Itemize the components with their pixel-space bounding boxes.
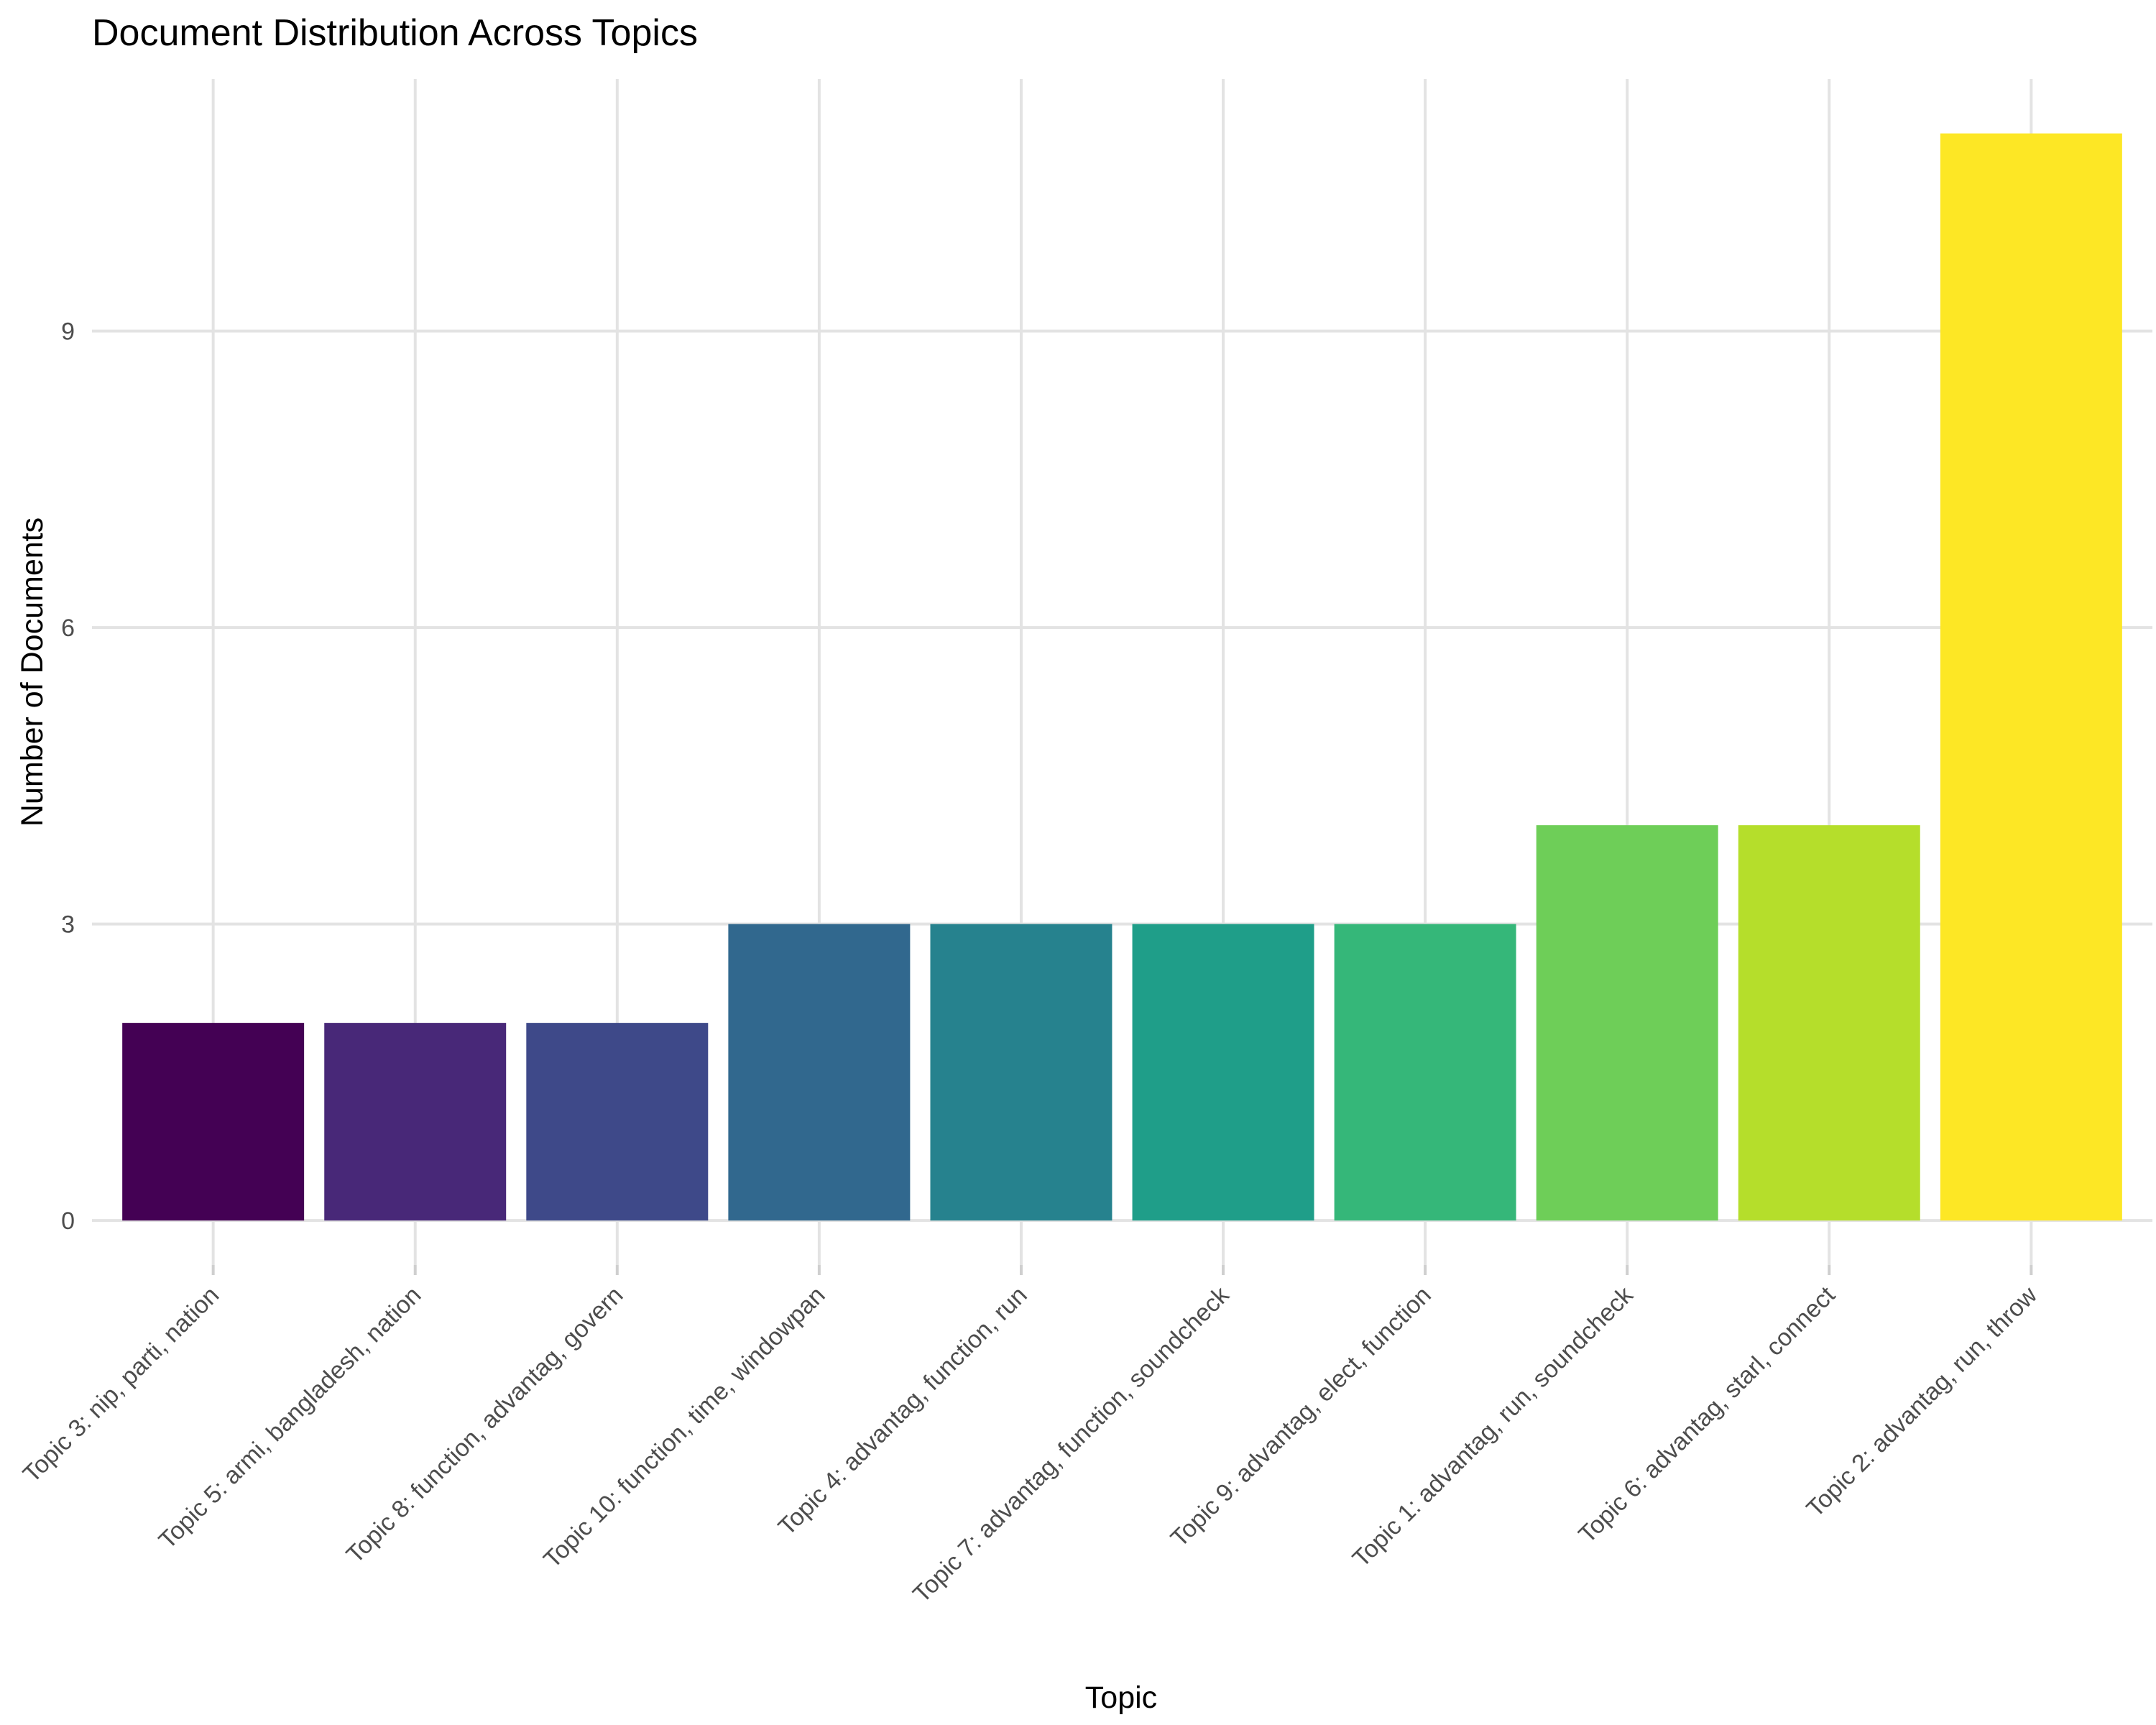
bar bbox=[1738, 825, 1920, 1221]
y-tick-label: 3 bbox=[61, 911, 75, 939]
y-tick-label: 0 bbox=[61, 1208, 75, 1235]
x-tick-label: Topic 4: advantag, function, run bbox=[773, 1282, 1033, 1541]
chart-title: Document Distribution Across Topics bbox=[92, 12, 698, 54]
y-axis-title: Number of Documents bbox=[15, 518, 50, 827]
bar bbox=[728, 924, 911, 1221]
y-tick-label: 9 bbox=[61, 318, 75, 346]
x-tick-label: Topic 7: advantag, function, soundcheck bbox=[908, 1281, 1235, 1608]
bar bbox=[1334, 924, 1516, 1221]
bar bbox=[1940, 133, 2122, 1221]
y-axis-ticks: 0 3 6 9 bbox=[61, 318, 75, 1236]
bar bbox=[324, 1023, 507, 1221]
x-axis-title: Topic bbox=[1085, 1680, 1157, 1715]
bar bbox=[122, 1023, 305, 1221]
bar bbox=[930, 924, 1112, 1221]
bars bbox=[122, 133, 2122, 1221]
x-tick-label: Topic 3: nip, parti, nation bbox=[18, 1282, 224, 1488]
bar bbox=[1536, 825, 1718, 1221]
bar bbox=[1132, 924, 1314, 1221]
y-tick-label: 6 bbox=[61, 615, 75, 642]
bar bbox=[526, 1023, 709, 1221]
x-tick-label: Topic 2: advantag, run, throw bbox=[1801, 1281, 2042, 1522]
